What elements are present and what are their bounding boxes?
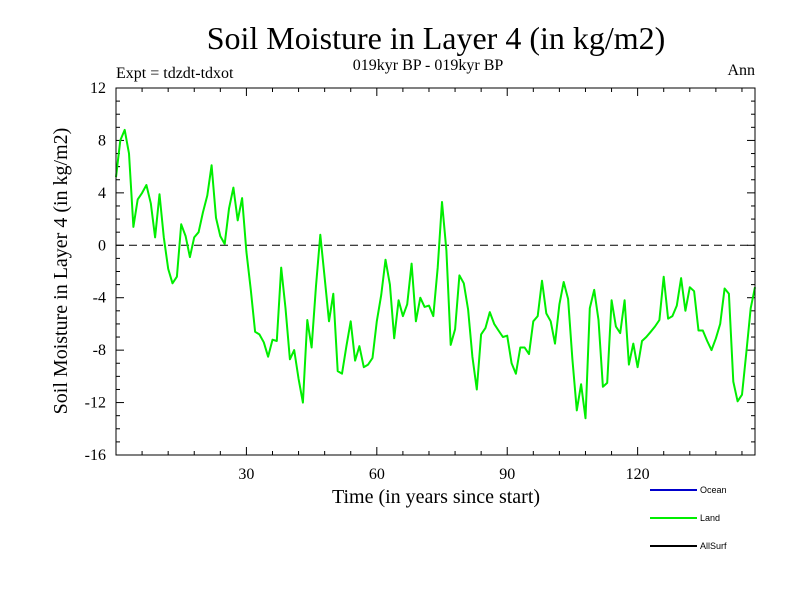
legend: Ocean Land AllSurf bbox=[650, 485, 727, 551]
x-tick-labels: 30 60 90 120 bbox=[238, 466, 649, 483]
x-tick-label: 60 bbox=[369, 466, 385, 483]
y-tick-label: -16 bbox=[85, 447, 106, 464]
y-tick-label: 4 bbox=[98, 185, 106, 202]
y-tick-label: 0 bbox=[98, 237, 106, 254]
legend-label-allsurf: AllSurf bbox=[700, 541, 727, 551]
axis-ticks bbox=[116, 87, 755, 456]
y-tick-label: 8 bbox=[98, 132, 106, 149]
experiment-label: Expt = tdzdt-tdxot bbox=[116, 65, 234, 82]
x-tick-label: 30 bbox=[238, 466, 254, 483]
series-line-land bbox=[115, 128, 756, 420]
y-tick-label: -12 bbox=[85, 395, 106, 412]
period-label: Ann bbox=[727, 62, 755, 79]
legend-label-ocean: Ocean bbox=[700, 485, 727, 495]
chart-subtitle: 019kyr BP - 019kyr BP bbox=[353, 57, 504, 74]
y-tick-label: -4 bbox=[93, 290, 106, 307]
y-axis-label: Soil Moisture in Layer 4 (in kg/m2) bbox=[50, 128, 72, 415]
series-layer bbox=[115, 128, 756, 420]
x-tick-label: 120 bbox=[626, 466, 650, 483]
x-tick-label: 90 bbox=[499, 466, 515, 483]
chart-title: Soil Moisture in Layer 4 (in kg/m2) bbox=[207, 20, 666, 56]
x-axis-label: Time (in years since start) bbox=[332, 486, 540, 508]
y-tick-labels: 12 8 4 0 -4 -8 -12 -16 bbox=[85, 80, 106, 464]
plot-frame bbox=[115, 87, 756, 456]
y-tick-label: -8 bbox=[93, 342, 106, 359]
legend-label-land: Land bbox=[700, 513, 720, 523]
y-tick-label: 12 bbox=[90, 80, 106, 97]
